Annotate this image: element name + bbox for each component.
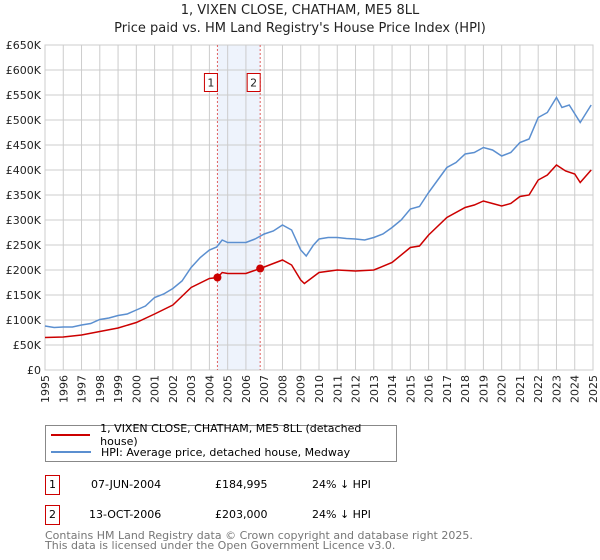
y-tick-label: £650K (6, 39, 42, 52)
sale-row-2: 2 13-OCT-2006 £203,000 24% ↓ HPI (45, 505, 445, 525)
sale-annotation-box (203, 73, 218, 92)
x-tick-label: 2002 (167, 375, 180, 403)
sale-row-1: 1 07-JUN-2004 £184,995 24% ↓ HPI (45, 475, 445, 495)
x-tick-label: 2024 (569, 375, 582, 403)
y-tick-label: £550K (6, 89, 42, 102)
x-tick-label: 2010 (313, 375, 326, 403)
footer-copyright: Contains HM Land Registry data © Crown c… (45, 529, 473, 542)
sale-price: £203,000 (215, 508, 268, 521)
x-tick-label: 2003 (185, 375, 198, 403)
sale-point (213, 273, 222, 282)
x-tick-label: 2012 (350, 375, 363, 403)
legend-swatch-blue (51, 451, 91, 453)
y-tick-label: £200K (6, 264, 42, 277)
legend-item-hpi: HPI: Average price, detached house, Medw… (51, 444, 350, 460)
x-tick-label: 2008 (276, 375, 289, 403)
sale-annotation-label: 2 (250, 77, 257, 90)
legend-swatch-red (51, 434, 91, 436)
sale-price: £184,995 (215, 478, 268, 491)
y-tick-label: £0 (27, 364, 41, 377)
y-tick-label: £400K (6, 164, 42, 177)
chart-title: 1, VIXEN CLOSE, CHATHAM, ME5 8LL (180, 3, 420, 18)
x-tick-label: 2019 (477, 375, 490, 403)
x-tick-label: 1996 (57, 375, 70, 403)
x-tick-label: 2004 (203, 375, 216, 403)
x-tick-label: 2017 (441, 375, 454, 403)
y-tick-label: £50K (13, 339, 42, 352)
property-price-line (44, 164, 592, 339)
legend-item-property: 1, VIXEN CLOSE, CHATHAM, ME5 8LL (detach… (51, 422, 396, 448)
sale-badge: 2 (45, 505, 60, 525)
sale-annotation-label: 1 (207, 77, 214, 90)
legend-label: HPI: Average price, detached house, Medw… (101, 445, 351, 459)
y-tick-label: £250K (6, 239, 42, 252)
y-tick-label: £600K (6, 64, 42, 77)
hpi-line (44, 96, 592, 329)
y-tick-label: £350K (6, 189, 42, 202)
x-tick-label: 2009 (295, 375, 308, 403)
x-tick-label: 2015 (404, 375, 417, 403)
x-tick-label: 2005 (222, 375, 235, 403)
legend-label: 1, VIXEN CLOSE, CHATHAM, ME5 8LL (detach… (100, 422, 362, 448)
sale-annotation-box (246, 73, 261, 92)
x-tick-label: 2016 (423, 375, 436, 403)
x-tick-label: 1995 (39, 375, 52, 403)
y-tick-label: £150K (6, 289, 42, 302)
legend: 1, VIXEN CLOSE, CHATHAM, ME5 8LL (detach… (45, 422, 397, 462)
x-tick-label: 2001 (149, 375, 162, 403)
sale-badge: 1 (45, 475, 60, 495)
plot-area: £0 £50K £100K £150K £200K £250K £300K £350K £400… (6, 39, 600, 403)
x-tick-label: 2020 (496, 375, 509, 403)
footer-licence: This data is licensed under the Open Gov… (45, 539, 396, 552)
sale-point (256, 264, 265, 273)
x-tick-label: 1997 (76, 375, 89, 403)
x-tick-label: 2000 (130, 375, 143, 403)
y-tick-label: £500K (6, 114, 42, 127)
plot-border (44, 44, 594, 371)
x-tick-label: 2006 (240, 375, 253, 403)
x-tick-label: 1998 (94, 375, 107, 403)
x-tick-label: 1999 (112, 375, 125, 403)
x-tick-label: 2013 (368, 375, 381, 403)
y-tick-label: £100K (6, 314, 42, 327)
sale-period-shading (217, 45, 261, 370)
sale-date: 13-OCT-2006 (89, 508, 162, 521)
x-tick-label: 2025 (587, 375, 600, 403)
sale-delta: 24% ↓ HPI (312, 478, 371, 491)
x-tick-label: 2021 (514, 375, 527, 403)
x-tick-label: 2022 (532, 375, 545, 403)
x-tick-label: 2018 (459, 375, 472, 403)
y-tick-label: £450K (6, 139, 42, 152)
x-tick-label: 2007 (258, 375, 271, 403)
y-tick-label: £300K (6, 214, 42, 227)
sale-date: 07-JUN-2004 (91, 478, 162, 491)
x-tick-label: 2011 (331, 375, 344, 403)
x-tick-label: 2023 (550, 375, 563, 403)
chart-subtitle: Price paid vs. HM Land Registry's House … (114, 21, 486, 36)
x-tick-label: 2014 (386, 375, 399, 403)
sale-delta: 24% ↓ HPI (312, 508, 371, 521)
